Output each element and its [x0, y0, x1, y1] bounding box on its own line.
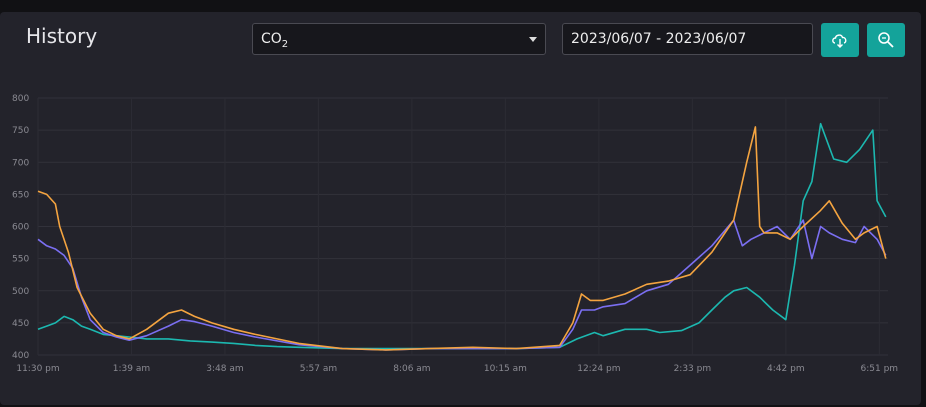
- y-tick-label: 400: [12, 351, 29, 361]
- date-range-value: 2023/06/07 - 2023/06/07: [571, 31, 747, 47]
- x-tick-label: 6:51 pm: [861, 364, 899, 374]
- y-tick-label: 500: [12, 287, 29, 297]
- page-title: History: [26, 24, 98, 48]
- y-tick-label: 650: [12, 190, 29, 200]
- cloud-download-icon: [832, 34, 847, 48]
- x-tick-label: 5:57 am: [300, 364, 337, 374]
- y-tick-label: 450: [12, 319, 29, 329]
- chevron-down-icon: [529, 37, 537, 42]
- metric-select-value: CO2: [261, 31, 289, 50]
- y-tick-label: 700: [12, 158, 29, 168]
- x-tick-label: 12:24 pm: [577, 364, 620, 374]
- x-tick-label: 8:06 am: [393, 364, 430, 374]
- zoom-icon: [878, 32, 894, 48]
- x-tick-label: 4:42 pm: [767, 364, 805, 374]
- x-tick-label: 2:33 pm: [674, 364, 712, 374]
- y-tick-label: 800: [12, 94, 29, 104]
- metric-select[interactable]: CO2: [252, 23, 546, 55]
- series-line-0: [37, 126, 887, 351]
- x-tick-label: 1:39 am: [113, 364, 150, 374]
- y-tick-label: 550: [12, 255, 29, 265]
- series-line-1: [37, 219, 887, 351]
- y-tick-label: 750: [12, 126, 29, 136]
- x-tick-label: 3:48 am: [206, 364, 243, 374]
- x-tick-label: 11:30 pm: [16, 364, 59, 374]
- download-button[interactable]: [821, 23, 859, 57]
- date-range-input[interactable]: 2023/06/07 - 2023/06/07: [562, 23, 813, 55]
- zoom-button[interactable]: [867, 23, 905, 57]
- x-tick-label: 10:15 am: [484, 364, 527, 374]
- y-tick-label: 600: [12, 223, 29, 233]
